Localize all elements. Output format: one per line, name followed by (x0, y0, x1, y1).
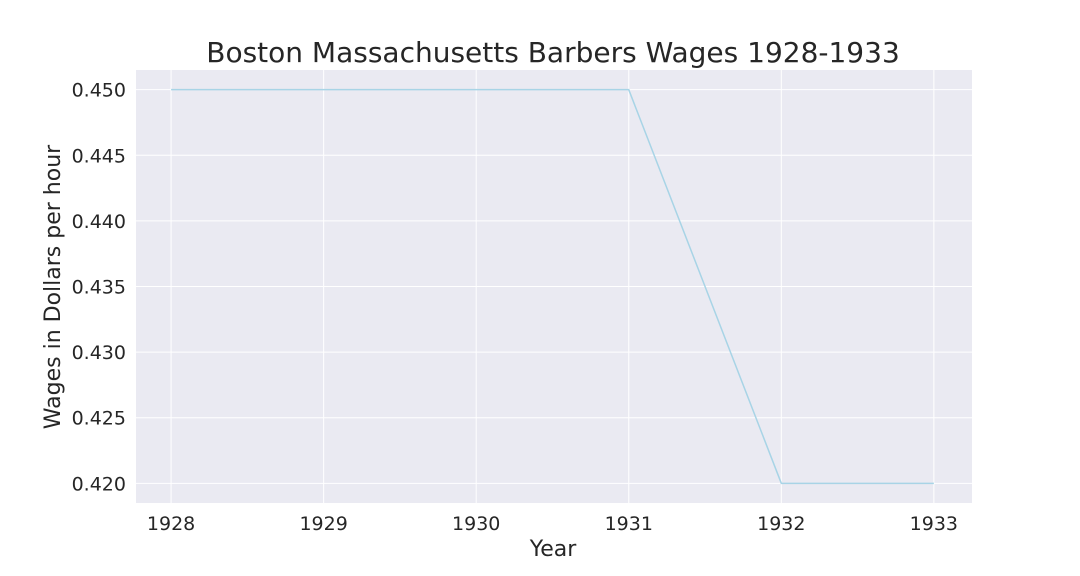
y-tick-label: 0.435 (72, 277, 126, 299)
chart-title: Boston Massachusetts Barbers Wages 1928-… (206, 36, 900, 69)
y-tick-label: 0.430 (72, 342, 126, 364)
x-tick-label: 1933 (910, 513, 958, 535)
series-line (171, 88, 934, 485)
x-axis-label: Year (529, 537, 578, 562)
y-tick-label: 0.450 (72, 80, 126, 102)
series-layer (171, 88, 934, 485)
y-axis-label: Wages in Dollars per hour (41, 144, 66, 429)
x-tick-label: 1931 (605, 513, 653, 535)
x-tick-labels: 1928 1929 1930 1931 1932 1933 (147, 513, 958, 535)
y-tick-label: 0.440 (72, 211, 126, 233)
x-tick-label: 1928 (147, 513, 195, 535)
y-tick-label: 0.425 (72, 408, 126, 430)
y-tick-label: 0.445 (72, 145, 126, 167)
x-tick-label: 1930 (452, 513, 500, 535)
x-tick-label: 1932 (757, 513, 805, 535)
y-tick-labels: 0.420 0.425 0.430 0.435 0.440 0.445 0.450 (72, 80, 126, 496)
x-tick-label: 1929 (299, 513, 347, 535)
y-tick-label: 0.420 (72, 473, 126, 495)
